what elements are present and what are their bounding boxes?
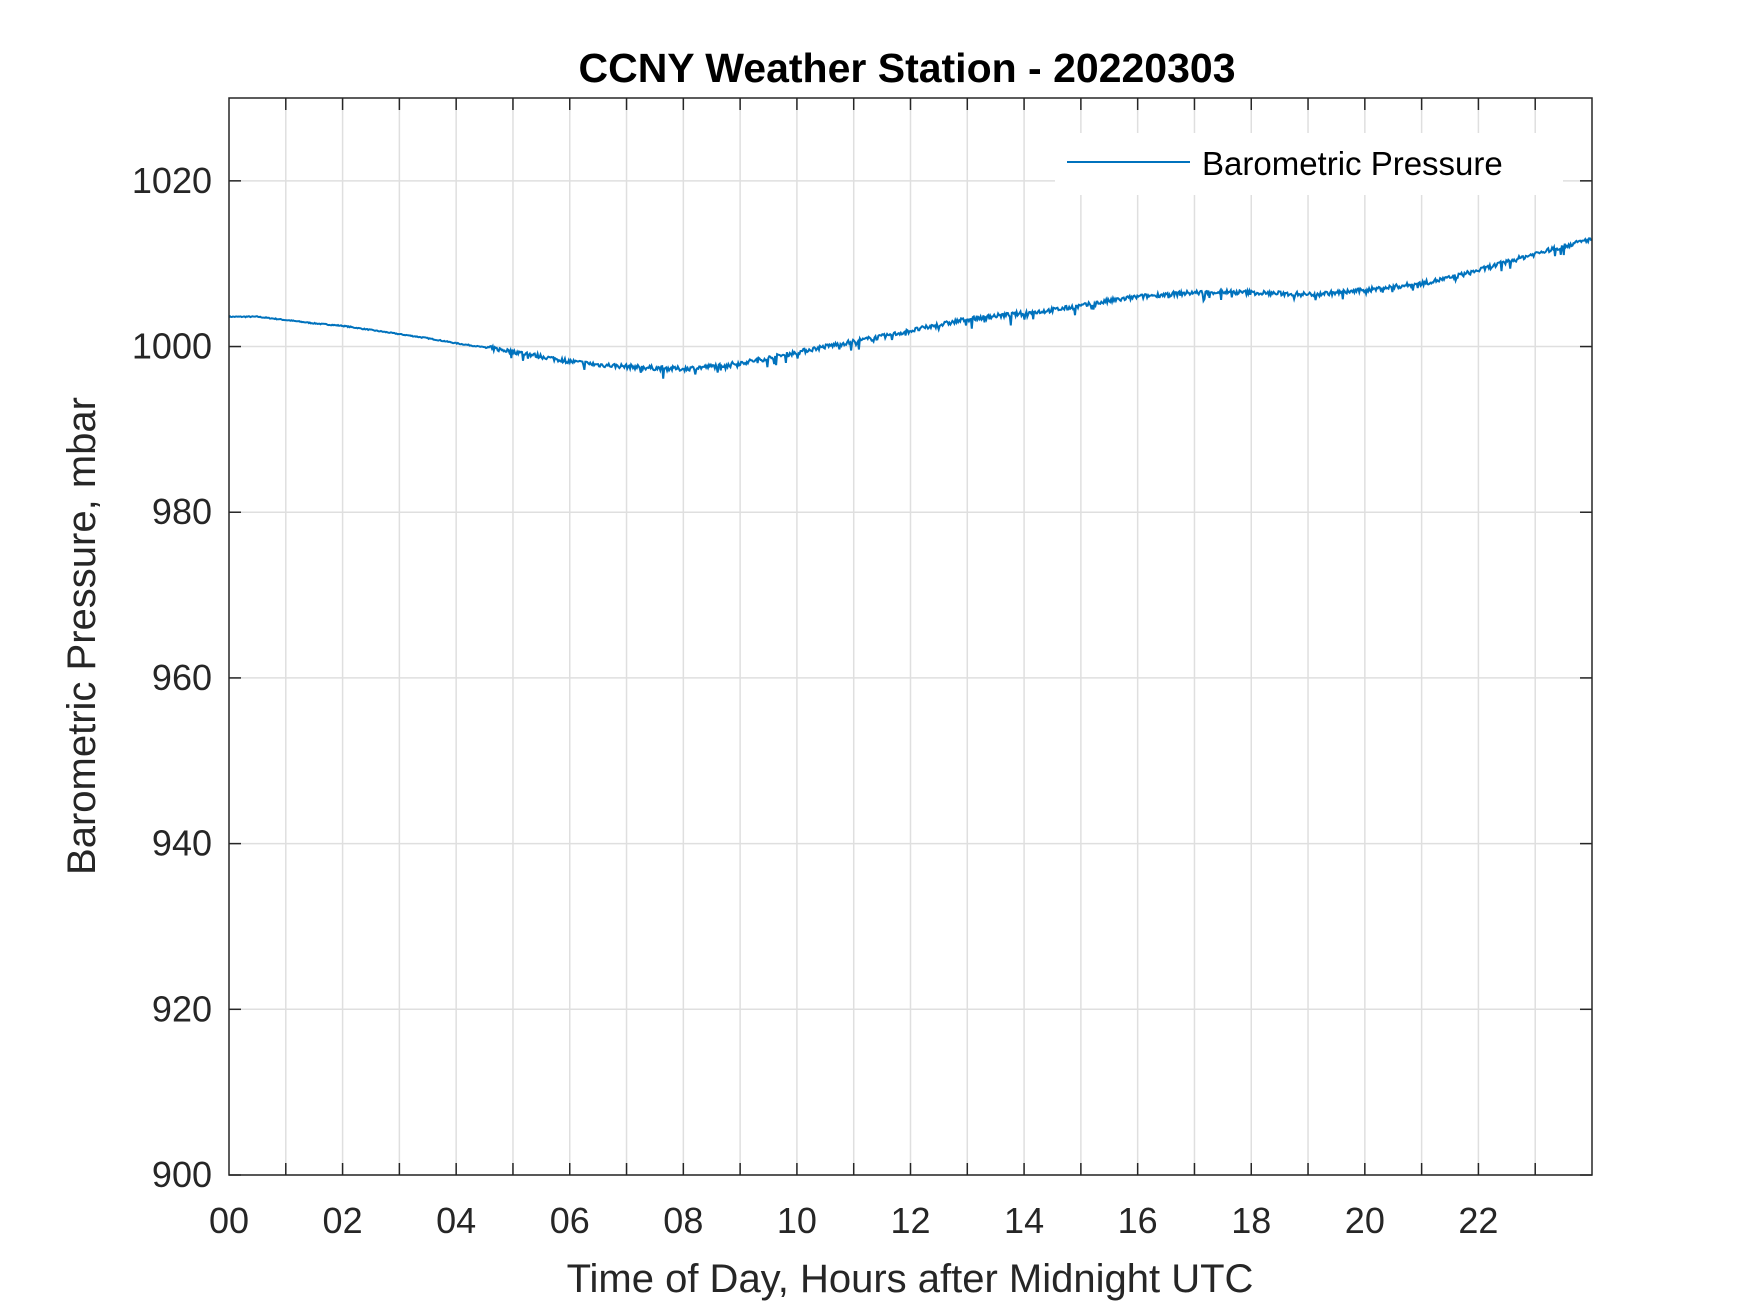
y-tick-label: 940	[152, 823, 212, 864]
x-tick-label: 20	[1345, 1200, 1385, 1241]
x-tick-label: 22	[1458, 1200, 1498, 1241]
y-tick-labels: 900 920 940 960 980 1000 1020	[132, 160, 212, 1195]
y-tick-label: 900	[152, 1154, 212, 1195]
x-tick-labels: 00 02 04 06 08 10 12 14 16 18 20 22	[209, 1200, 1498, 1241]
plot-area	[228, 97, 1593, 1176]
legend-box	[1055, 133, 1563, 195]
y-tick-label: 1020	[132, 160, 212, 201]
y-tick-label: 920	[152, 988, 212, 1029]
x-tick-label: 02	[323, 1200, 363, 1241]
x-tick-label: 10	[777, 1200, 817, 1241]
x-tick-label: 18	[1231, 1200, 1271, 1241]
legend: Barometric Pressure	[1055, 133, 1563, 195]
chart-title: CCNY Weather Station - 20220303	[578, 45, 1235, 91]
x-tick-label: 14	[1004, 1200, 1044, 1241]
legend-label: Barometric Pressure	[1202, 145, 1503, 182]
y-tick-label: 960	[152, 657, 212, 698]
y-tick-label: 980	[152, 491, 212, 532]
x-tick-label: 16	[1118, 1200, 1158, 1241]
x-tick-label: 08	[663, 1200, 703, 1241]
x-tick-label: 06	[550, 1200, 590, 1241]
x-tick-label: 00	[209, 1200, 249, 1241]
axis-ticks	[229, 98, 1592, 1176]
x-axis-title: Time of Day, Hours after Midnight UTC	[567, 1257, 1254, 1301]
grid	[229, 98, 1592, 1176]
y-tick-label: 1000	[132, 326, 212, 367]
x-tick-label: 12	[890, 1200, 930, 1241]
y-axis-title: Barometric Pressure, mbar	[60, 397, 104, 875]
x-tick-label: 04	[436, 1200, 476, 1241]
series-line	[228, 237, 1593, 379]
